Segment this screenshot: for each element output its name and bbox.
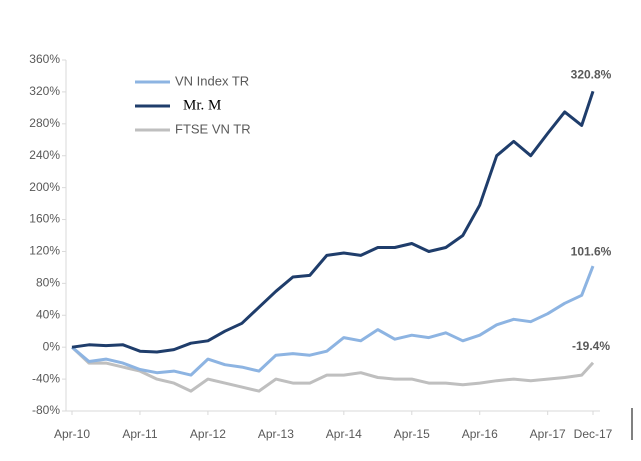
legend-label: VN Index TR — [175, 73, 249, 88]
y-tick-label: 80% — [36, 276, 60, 290]
x-tick-label: Dec-17 — [574, 427, 613, 441]
y-tick-label: 240% — [29, 148, 60, 162]
x-tick-label: Apr-10 — [54, 427, 90, 441]
x-tick-label: Apr-14 — [326, 427, 362, 441]
legend-label: Mr. M — [183, 97, 221, 113]
series-line — [71, 265, 595, 377]
y-tick-label: 160% — [29, 212, 60, 226]
x-tick-label: Apr-16 — [462, 427, 498, 441]
y-tick-label: -40% — [32, 371, 60, 385]
x-tick-label: Apr-13 — [258, 427, 294, 441]
x-tick-label: Apr-11 — [122, 427, 157, 441]
end-label: -19.4% — [572, 339, 610, 353]
y-tick-label: -80% — [32, 403, 60, 417]
y-tick-label: 360% — [29, 52, 60, 66]
y-tick-label: 200% — [29, 180, 60, 194]
x-tick-label: Apr-17 — [530, 427, 566, 441]
y-tick-label: 120% — [29, 244, 60, 258]
end-label: 320.8% — [571, 67, 612, 81]
y-tick-label: 280% — [29, 116, 60, 130]
series-line — [70, 346, 595, 393]
end-label: 101.6% — [571, 244, 612, 258]
y-tick-label: 0% — [43, 339, 61, 353]
x-tick-label: Apr-12 — [190, 427, 226, 441]
y-tick-label: 320% — [29, 84, 60, 98]
series-line — [71, 90, 595, 354]
x-tick-label: Apr-15 — [394, 427, 430, 441]
y-tick-label: 40% — [36, 307, 60, 321]
legend-label: FTSE VN TR — [175, 121, 251, 136]
